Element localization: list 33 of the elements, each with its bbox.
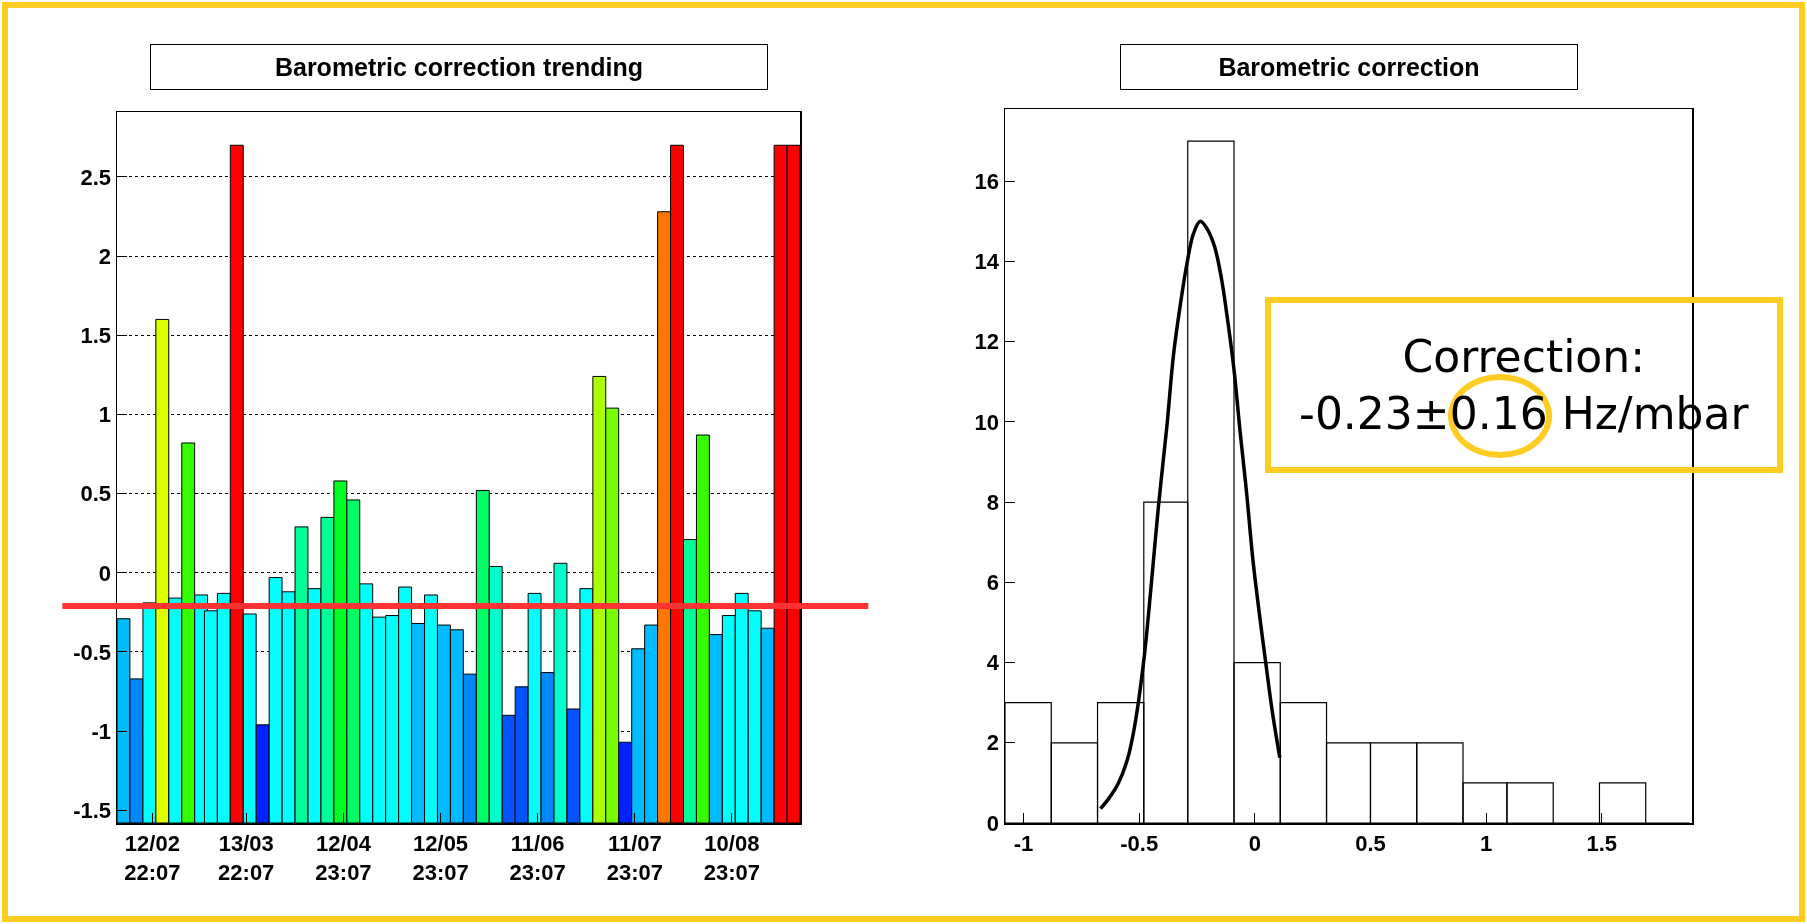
x-tick-label: 0 <box>1248 830 1261 856</box>
y-tick-label: 6 <box>986 570 1000 596</box>
x-tick-label: 12/05 23:07 <box>412 830 469 885</box>
y-tick-label: -0.5 <box>73 639 112 665</box>
x-tick-label: -1 <box>1013 830 1034 856</box>
y-tick-label: 16 <box>974 168 1000 194</box>
chart-title: Barometric correction <box>1218 53 1480 81</box>
x-tick-label: 0.5 <box>1355 830 1386 856</box>
y-tick-label: 0.5 <box>80 481 112 507</box>
y-tick-label: 10 <box>974 409 1000 435</box>
x-tick-label: 1.5 <box>1586 830 1618 856</box>
x-tick-label: 10/08 23:07 <box>703 830 761 885</box>
y-tick-label: 4 <box>986 650 1000 676</box>
y-tick-label: 0 <box>98 560 112 586</box>
x-tick-label: -0.5 <box>1120 830 1159 856</box>
x-tick-label: 13/03 22:07 <box>218 830 275 885</box>
y-tick-label: 14 <box>974 249 1000 275</box>
x-tick-label: 12/02 22:07 <box>124 830 181 885</box>
y-tick-label: 2 <box>98 243 112 269</box>
x-tick-label: 12/04 23:07 <box>315 830 372 885</box>
y-tick-label: -1.5 <box>73 798 112 824</box>
x-tick-label: 11/07 23:07 <box>606 830 663 885</box>
x-tick-label: 1 <box>1480 830 1493 856</box>
y-tick-label: 2 <box>986 730 1000 756</box>
y-tick-label: 1 <box>98 402 112 428</box>
y-tick-label: 1.5 <box>80 322 112 348</box>
chart-title: Barometric correction trending <box>274 53 644 81</box>
x-tick-label: 11/06 23:07 <box>509 830 566 885</box>
y-tick-label: 2.5 <box>80 164 112 190</box>
y-tick-label: 8 <box>986 489 1000 515</box>
y-tick-label: 12 <box>974 329 1000 355</box>
y-tick-label: -1 <box>91 718 112 744</box>
y-tick-label: 0 <box>986 810 1000 836</box>
